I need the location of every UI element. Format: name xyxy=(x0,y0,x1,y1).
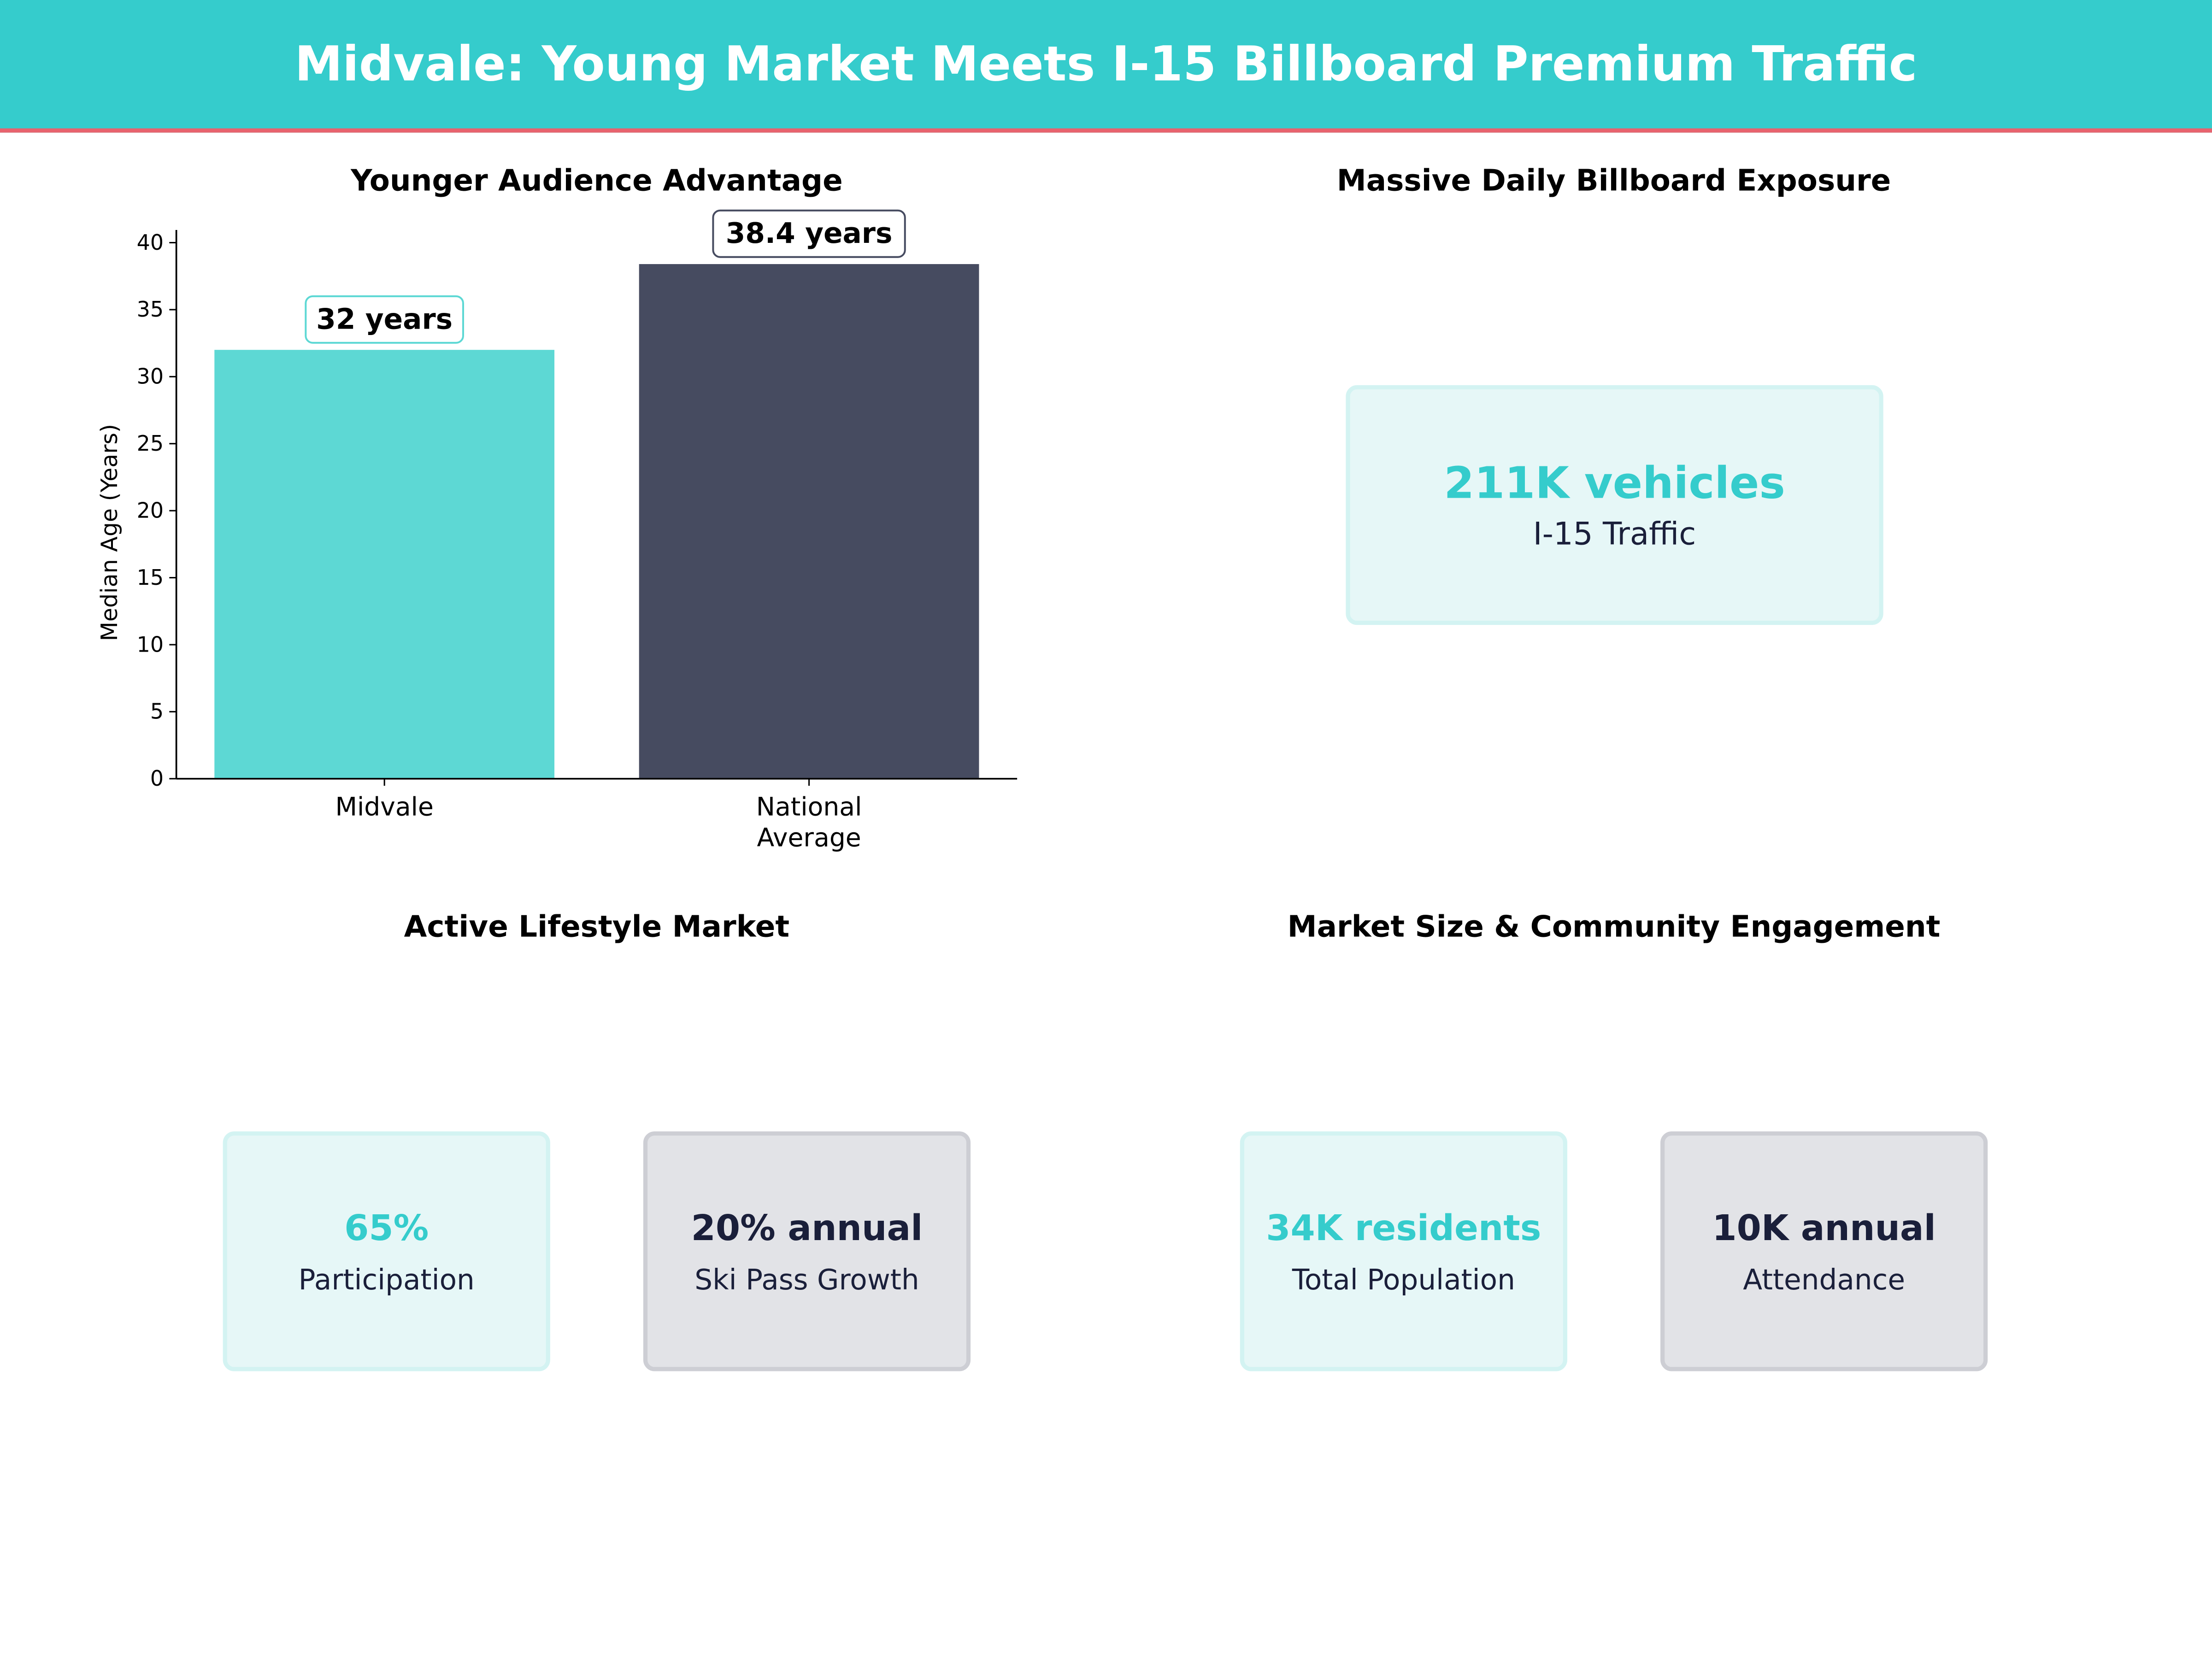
y-tick-label: 15 xyxy=(137,565,164,590)
attendance-label: Attendance xyxy=(1743,1262,1906,1296)
data-label-box-0 xyxy=(305,295,464,344)
y-tick-label: 35 xyxy=(137,297,164,322)
y-tick-label: 20 xyxy=(137,498,164,523)
y-tick-label: 5 xyxy=(150,699,164,724)
data-label-1: 38.4 years xyxy=(726,217,893,250)
y-tick-label: 30 xyxy=(137,364,164,389)
participation-value: 65% xyxy=(344,1206,429,1248)
population-card: 34K residents Total Population xyxy=(1240,1131,1567,1371)
attendance-value: 10K annual xyxy=(1712,1206,1936,1248)
x-tick-label-0: Midvale xyxy=(335,792,433,821)
median-age-bar-chart: 32 years Midvale 38.4 years NationalAverage… xyxy=(96,209,1018,853)
ski-pass-label: Ski Pass Growth xyxy=(694,1262,919,1296)
traffic-value: 211K vehicles xyxy=(1444,458,1785,509)
y-tick-label: 10 xyxy=(137,632,164,657)
population-value: 34K residents xyxy=(1266,1206,1541,1248)
exposure-title: Massive Daily Billboard Exposure xyxy=(1336,164,1891,198)
data-label-0: 32 years xyxy=(316,303,453,335)
ski-pass-card: 20% annual Ski Pass Growth xyxy=(643,1131,971,1371)
participation-label: Participation xyxy=(298,1262,475,1296)
bar-0 xyxy=(214,350,555,779)
chart-title: Younger Audience Advantage xyxy=(351,164,843,198)
y-tick-label: 25 xyxy=(137,431,164,456)
traffic-card: 211K vehicles I-15 Traffic xyxy=(1346,385,1883,625)
bar-1 xyxy=(639,264,979,779)
population-label: Total Population xyxy=(1292,1262,1515,1296)
x-tick-label-1: National xyxy=(756,792,862,821)
traffic-label: I-15 Traffic xyxy=(1533,517,1696,553)
market-title: Market Size & Community Engagement xyxy=(1287,910,1941,944)
y-axis-label: Median Age (Years) xyxy=(96,424,123,641)
ski-pass-value: 20% annual xyxy=(691,1206,923,1248)
participation-card: 65% Participation xyxy=(223,1131,550,1371)
attendance-card: 10K annual Attendance xyxy=(1660,1131,1988,1371)
lifestyle-title: Active Lifestyle Market xyxy=(404,910,790,944)
x-tick-label-1: Average xyxy=(757,823,861,853)
header-banner: Midvale: Young Market Meets I-15 Billboa… xyxy=(0,0,2212,133)
data-label-box-1 xyxy=(712,209,906,258)
page-title: Midvale: Young Market Meets I-15 Billboa… xyxy=(294,36,1918,93)
y-tick-label: 40 xyxy=(137,230,164,255)
y-tick-label: 0 xyxy=(150,766,164,791)
